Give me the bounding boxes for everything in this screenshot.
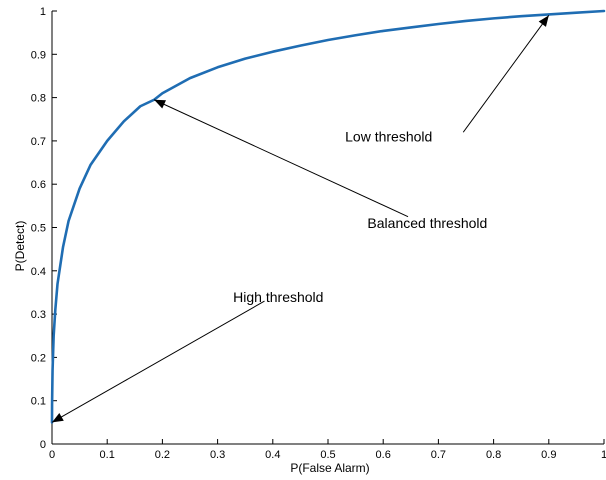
y-tick-label: 0.1 xyxy=(31,396,46,408)
x-tick-label: 0.9 xyxy=(541,449,556,461)
y-tick-label: 1 xyxy=(40,6,46,18)
annotation-label: High threshold xyxy=(233,289,323,305)
y-tick-label: 0.9 xyxy=(31,49,46,61)
series xyxy=(50,9,606,424)
annotations: Low threshold Balanced threshold High thre… xyxy=(51,15,550,423)
x-tick-label: 0.5 xyxy=(320,449,335,461)
annotation-arrowhead xyxy=(538,15,549,27)
annotation-label: Low threshold xyxy=(345,129,432,145)
y-axis-label: P(Detect) xyxy=(13,221,27,272)
x-tick-label: 0.4 xyxy=(265,449,280,461)
x-tick-label: 0.8 xyxy=(486,449,501,461)
roc-curve xyxy=(50,9,606,424)
axes xyxy=(51,11,604,445)
x-tick-label: 0.6 xyxy=(376,449,391,461)
x-axis-label: P(False Alarm) xyxy=(290,461,369,475)
x-tick-label: 0 xyxy=(49,449,55,461)
annotation-arrow-line xyxy=(153,99,409,218)
y-tick-label: 0.4 xyxy=(31,266,46,278)
y-tick-label: 0.2 xyxy=(31,352,46,364)
y-tick-label: 0.3 xyxy=(31,309,46,321)
annotation-arrowhead xyxy=(52,412,64,423)
y-tick-label: 0.7 xyxy=(31,136,46,148)
y-tick-label: 0.8 xyxy=(31,93,46,105)
x-tick-label: 0.3 xyxy=(210,449,225,461)
x-tick-label: 0.2 xyxy=(155,449,170,461)
y-tick-label: 0.5 xyxy=(31,223,46,235)
annotation-arrow-line xyxy=(51,300,265,423)
annotation-arrow-line xyxy=(462,15,550,133)
annotation-arrowhead xyxy=(154,99,166,109)
x-tick-label: 0.7 xyxy=(431,449,446,461)
x-tick-label: 1 xyxy=(601,449,606,461)
ticks: 0 0.1 0.2 0.3 0.4 0.5 0.6 0.7 0.8 0.9 1 0 0.1 0.2 0.3 0… xyxy=(31,6,606,461)
y-tick-label: 0.6 xyxy=(31,179,46,191)
annotation-label: Balanced threshold xyxy=(367,215,487,231)
y-tick-label: 0 xyxy=(40,439,46,451)
x-tick-label: 0.1 xyxy=(100,449,115,461)
